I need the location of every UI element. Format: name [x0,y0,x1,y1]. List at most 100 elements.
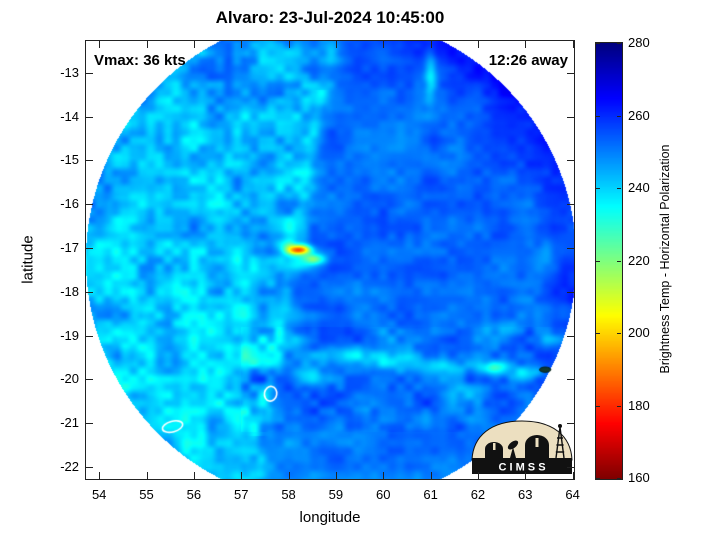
colorbar-tick-mark [617,478,621,479]
y-tick-label: -19 [60,327,79,343]
y-tick-mark [567,247,574,249]
y-tick-mark [567,160,574,162]
y-tick-mark [86,335,93,337]
y-tick-label: -21 [60,415,79,431]
heatmap-canvas [85,40,575,480]
logo-banner [472,458,572,474]
y-tick-mark [86,204,93,206]
colorbar-tick-label: 200 [628,325,650,340]
colorbar-tick-mark [617,188,621,189]
x-tick-label: 56 [186,487,202,502]
cimss-logo-text: C I M S S [498,462,545,474]
y-tick-label: -20 [60,371,79,387]
x-tick-mark [99,472,101,479]
y-tick-mark [86,72,93,74]
x-tick-mark [193,472,195,479]
logo-dish-icon [507,440,519,450]
y-tick-mark [86,291,93,293]
logo-large-dome-slit [535,438,539,447]
y-tick-mark [567,291,574,293]
x-tick-label: 59 [328,487,344,502]
y-tick-mark [567,116,574,118]
x-tick-label: 62 [470,487,486,502]
x-tick-mark [477,41,479,48]
cimss-logo: C I M S S [471,420,573,474]
y-tick-mark [86,423,93,425]
colorbar-tick-mark [596,405,600,407]
y-tick-mark [86,116,93,118]
x-tick-label: 63 [518,487,533,502]
y-tick-label: -22 [60,458,79,474]
x-tick-mark [383,41,385,48]
x-tick-mark [241,41,243,48]
x-tick-mark [477,472,479,479]
x-tick-mark [146,41,148,48]
x-tick-mark [383,472,385,479]
x-tick-label: 55 [139,487,154,502]
x-tick-mark [288,41,290,48]
colorbar-tick-mark [596,260,600,262]
y-tick-mark [567,72,574,74]
y-tick-mark [567,423,574,425]
y-tick-mark [86,160,93,162]
x-tick-mark [335,41,337,48]
logo-dish-stand [510,447,516,458]
colorbar-tick-mark [596,43,600,44]
x-tick-label: 61 [423,487,438,502]
x-tick-label: 60 [376,487,391,502]
x-tick-label: 57 [233,487,249,502]
x-tick-mark [193,41,195,48]
logo-tower-beacon [558,424,562,428]
colorbar-tick-mark [596,115,600,117]
x-tick-mark [430,41,432,48]
x-tick-label: 58 [281,487,296,502]
y-tick-label: -18 [60,283,79,299]
x-tick-mark [430,472,432,479]
colorbar-tick-label: 220 [628,252,650,268]
x-tick-mark [146,472,148,479]
x-tick-label: 54 [91,487,107,502]
colorbar-tick-mark [596,188,600,189]
x-tick-mark [525,41,527,48]
x-tick-mark [525,472,527,479]
colorbar-tick-label: 260 [628,107,650,123]
chart-title: Alvaro: 23-Jul-2024 10:45:00 [215,8,445,27]
colorbar-tick-label: 180 [628,397,650,413]
x-tick-mark [288,472,290,479]
y-tick-label: -16 [60,196,79,212]
colorbar-tick-mark [617,115,621,117]
y-tick-mark [86,379,93,381]
y-tick-mark [567,379,574,381]
colorbar-tick-label: 160 [628,470,650,485]
y-tick-mark [567,204,574,206]
logo-small-dome-slit [493,443,496,450]
colorbar-tick-label: 280 [628,35,650,50]
colorbar-tick-mark [617,405,621,407]
y-tick-mark [567,466,574,468]
x-tick-mark [99,41,101,48]
y-axis-label: latitude [19,235,37,284]
colorbar-tick-mark [617,43,621,44]
colorbar-tick-mark [596,333,600,334]
colorbar-tick-label: 240 [628,180,650,195]
y-tick-mark [86,247,93,249]
x-tick-mark [572,41,574,48]
x-tick-mark [572,472,574,479]
x-tick-mark [241,472,243,479]
y-tick-label: -17 [60,239,79,255]
vmax-annotation: Vmax: 36 kts [94,52,186,69]
x-axis-label: longitude [299,509,361,526]
x-tick-mark [335,472,337,479]
y-tick-label: -15 [60,152,79,168]
y-tick-mark [86,466,93,468]
y-tick-label: -13 [60,64,79,80]
colorbar-tick-mark [596,478,600,479]
x-tick-label: 64 [565,487,580,502]
colorbar-tick-mark [617,333,621,334]
time-away-annotation: 12:26 away [488,52,568,69]
logo-radio-tower-icon [555,426,565,459]
y-tick-label: -14 [60,108,79,124]
colorbar-tick-mark [617,260,621,262]
y-tick-mark [567,335,574,337]
